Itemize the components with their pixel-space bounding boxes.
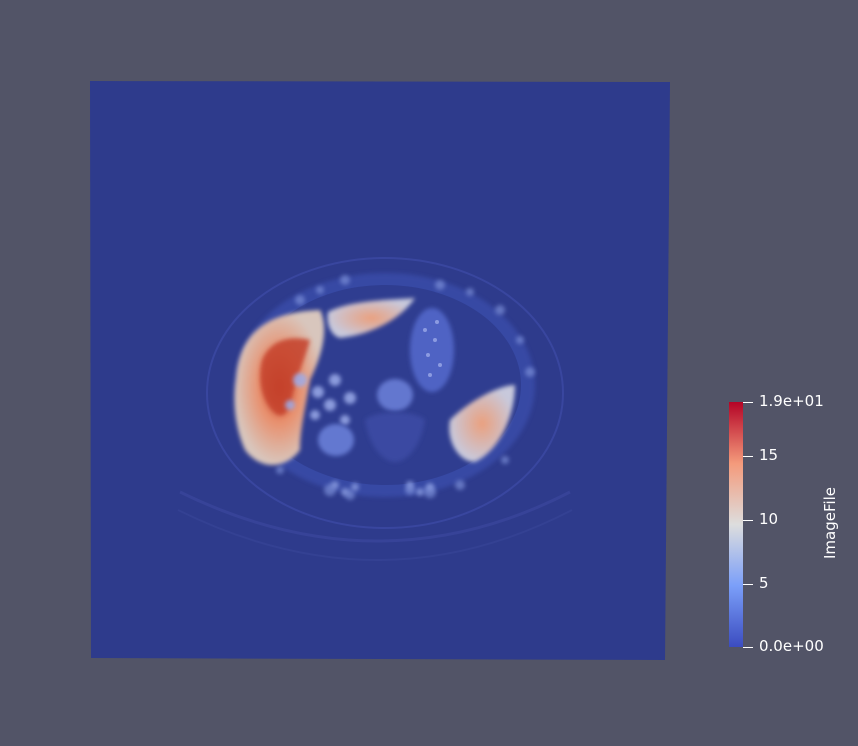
colorbar-tick-max bbox=[743, 402, 753, 403]
colorbar-tick-10 bbox=[743, 520, 753, 521]
colorbar-tick-15 bbox=[743, 456, 753, 457]
colorbar-label-15: 15 bbox=[759, 446, 779, 464]
colorbar-label-min: 0.0e+00 bbox=[759, 637, 824, 655]
colorbar-label-5: 5 bbox=[759, 574, 769, 592]
colorbar-title: ImageFile bbox=[821, 486, 839, 560]
colorbar-label-max: 1.9e+01 bbox=[759, 392, 824, 410]
colorbar-gradient bbox=[729, 402, 743, 647]
colorbar-tick-5 bbox=[743, 584, 753, 585]
colorbar-label-10: 10 bbox=[759, 510, 779, 528]
colorbar-tick-min bbox=[743, 647, 753, 648]
